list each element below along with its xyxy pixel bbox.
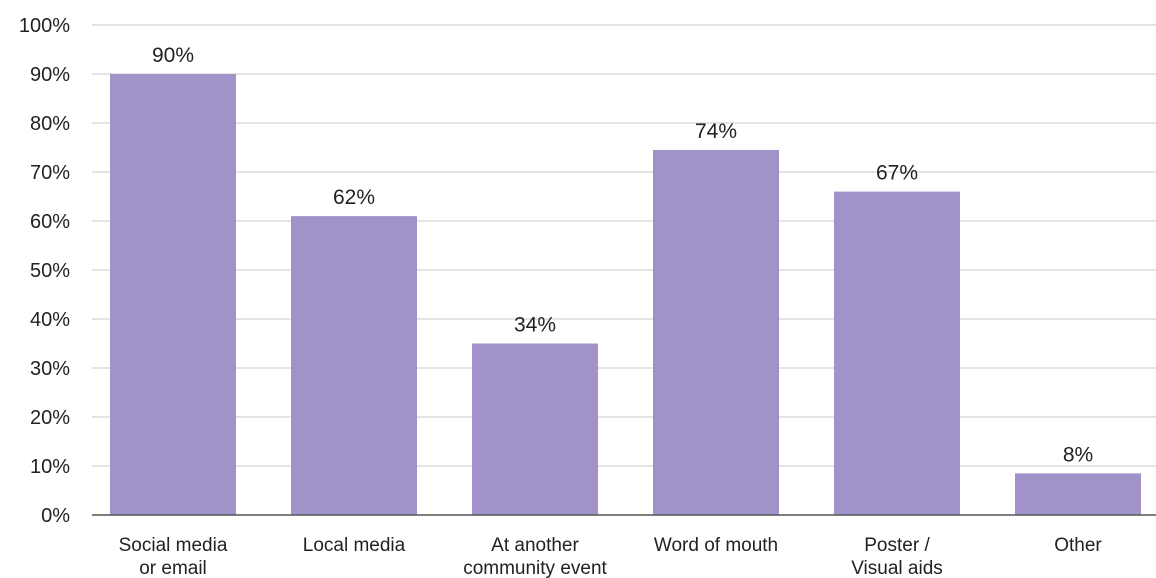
data-label: 67% xyxy=(876,162,918,185)
data-label: 62% xyxy=(333,186,375,209)
y-tick-label: 90% xyxy=(30,64,70,86)
data-label: 90% xyxy=(152,44,194,67)
y-tick-label: 80% xyxy=(30,113,70,135)
x-category-label-line: Local media xyxy=(303,535,406,556)
bar xyxy=(472,343,598,515)
x-category-label: Local media xyxy=(303,535,406,556)
x-category-label: Poster / Visual aids xyxy=(851,535,943,578)
y-tick-label: 30% xyxy=(30,358,70,380)
y-tick-label: 60% xyxy=(30,211,70,233)
bar xyxy=(291,216,417,515)
x-category-label: Social media or email xyxy=(119,535,228,578)
x-category-label-line: Word of mouth xyxy=(654,535,778,556)
x-category-label-line: or email xyxy=(139,558,207,578)
bar xyxy=(1015,473,1141,515)
bar xyxy=(834,191,960,515)
x-category-label: Other xyxy=(1054,535,1102,556)
x-category-label: Word of mouth xyxy=(654,535,778,556)
y-tick-label: 70% xyxy=(30,162,70,184)
y-tick-label: 40% xyxy=(30,309,70,331)
y-tick-label: 0% xyxy=(41,505,70,527)
x-axis-category-labels: Social media or email Local media At anothe… xyxy=(119,535,1103,578)
data-label: 8% xyxy=(1063,443,1093,466)
y-tick-label: 20% xyxy=(30,407,70,429)
x-category-label-line: At another xyxy=(491,535,579,556)
x-category-label-line: Other xyxy=(1054,535,1102,556)
data-label: 34% xyxy=(514,314,556,337)
x-category-label: At another community event xyxy=(463,535,607,578)
x-category-label-line: Visual aids xyxy=(851,558,943,578)
bar xyxy=(110,74,236,515)
data-label: 74% xyxy=(695,120,737,143)
y-tick-label: 10% xyxy=(30,456,70,478)
x-category-label-line: Poster / xyxy=(864,535,930,556)
bar xyxy=(653,149,779,515)
y-axis-tick-labels: 0% 10% 20% 30% 40% 50% 60% 70% 80% 90% 100% xyxy=(19,15,70,527)
x-category-label-line: Social media xyxy=(119,535,228,556)
gridlines xyxy=(92,24,1156,467)
bars xyxy=(110,74,1141,515)
y-tick-label: 50% xyxy=(30,260,70,282)
y-tick-label: 100% xyxy=(19,15,70,37)
x-category-label-line: community event xyxy=(463,558,607,578)
data-labels: 90% 62% 34% 74% 67% 8% xyxy=(152,44,1093,466)
